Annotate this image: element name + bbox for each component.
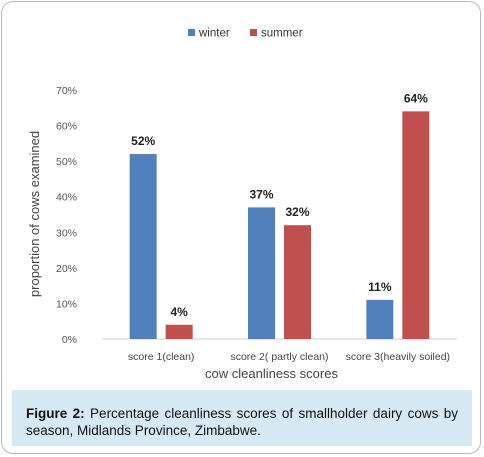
x-category-label: score 2( partly clean) [230, 351, 328, 363]
data-label-summer: 4% [170, 305, 188, 319]
x-category-label: score 1(clean) [128, 351, 195, 363]
y-tick-label: 70% [56, 85, 77, 97]
y-tick-label: 40% [56, 192, 77, 204]
y-tick-label: 0% [62, 334, 77, 346]
legend-swatch-winter [188, 29, 195, 36]
y-tick-label: 10% [56, 298, 77, 310]
caption-label: Figure 2: [26, 406, 85, 421]
legend-swatch-summer [250, 29, 257, 36]
y-tick-label: 60% [56, 121, 77, 133]
y-tick-label: 20% [56, 263, 77, 275]
legend-label-winter: winter [198, 28, 230, 40]
y-axis-title: proportion of cows examined [27, 131, 42, 297]
bar-winter [366, 299, 394, 339]
caption-text: Percentage cleanliness scores of smallho… [26, 406, 458, 438]
y-tick-label: 50% [56, 156, 77, 168]
bar-summer [402, 111, 430, 339]
data-label-summer: 64% [404, 91, 428, 105]
legend-label-summer: summer [261, 28, 303, 40]
chart-area: winter summer 0% 10% 20% 30% 40% 50% 60% 70% 52% 4%… [12, 12, 472, 390]
data-label-summer: 32% [285, 205, 309, 219]
figure-caption: Figure 2: Percentage cleanliness scores … [12, 390, 472, 446]
y-tick-label: 30% [56, 227, 77, 239]
x-category-label: score 3(heavily soiled) [346, 351, 450, 363]
bar-chart: winter summer 0% 10% 20% 30% 40% 50% 60% 70% 52% 4%… [27, 28, 457, 381]
data-label-winter: 11% [368, 280, 392, 294]
bar-winter [248, 207, 275, 339]
data-label-winter: 52% [131, 134, 155, 148]
bar-summer [165, 324, 193, 339]
bar-summer [284, 225, 311, 339]
data-label-winter: 37% [249, 187, 273, 201]
x-axis-title: cow cleanliness scores [205, 366, 338, 381]
bar-winter [129, 154, 157, 339]
